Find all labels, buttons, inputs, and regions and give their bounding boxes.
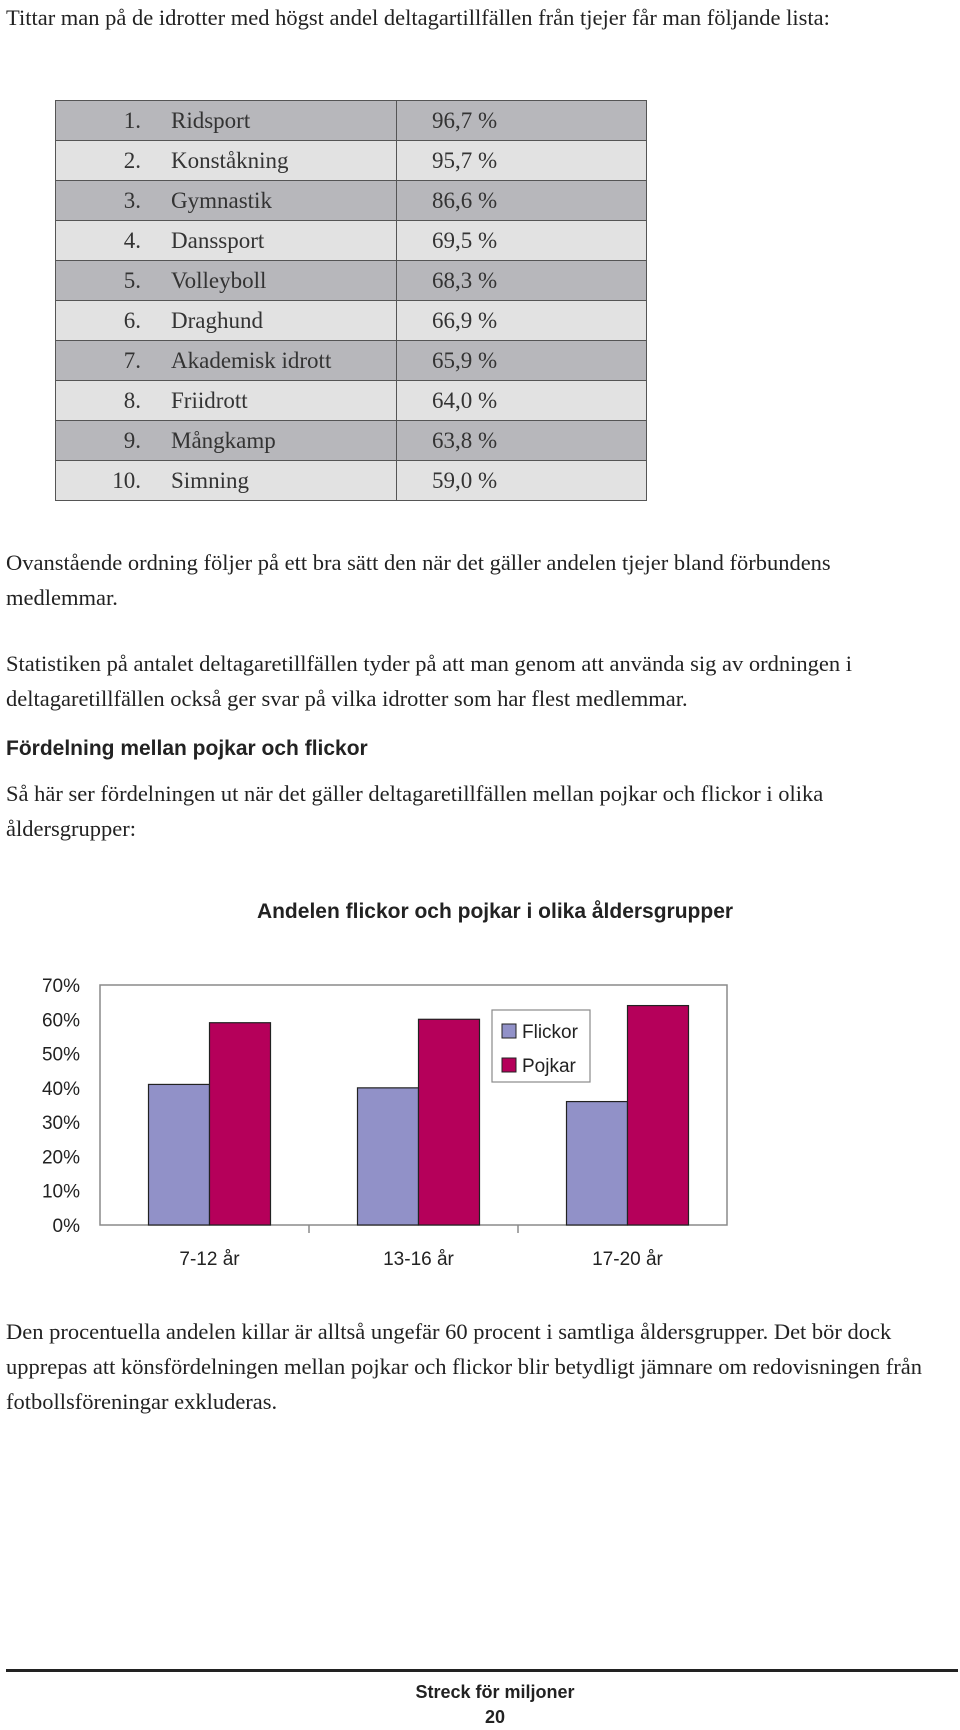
bar-pojkar-0 — [208, 1022, 272, 1226]
share-cell: 63,8 % — [396, 420, 647, 461]
sport-cell: Simning — [151, 460, 397, 501]
table-row: 3. Gymnastik 86,6 % — [55, 180, 647, 221]
bar-pojkar-1 — [417, 1018, 481, 1226]
y-tick-label: 30% — [42, 1113, 80, 1134]
share-cell: 59,0 % — [396, 460, 647, 501]
rank-cell: 10. — [55, 460, 151, 501]
table-row: 8. Friidrott 64,0 % — [55, 380, 647, 421]
y-tick-label: 20% — [42, 1147, 80, 1168]
intro-paragraph: Tittar man på de idrotter med högst ande… — [6, 5, 830, 30]
rank-cell: 4. — [55, 220, 151, 261]
table-row: 10. Simning 59,0 % — [55, 460, 647, 501]
legend-label-flickor: Flickor — [522, 1022, 579, 1043]
paragraph-statistics: Statistiken på antalet deltagaretillfäll… — [6, 651, 852, 711]
sport-cell: Volleyboll — [151, 260, 397, 301]
share-cell: 95,7 % — [396, 140, 647, 181]
rank-cell: 6. — [55, 300, 151, 341]
x-tick-label: 17-20 år — [592, 1249, 663, 1270]
share-cell: 65,9 % — [396, 340, 647, 381]
share-cell: 96,7 % — [396, 100, 647, 141]
x-tick-label: 7-12 år — [179, 1249, 240, 1270]
share-cell: 64,0 % — [396, 380, 647, 421]
rank-cell: 2. — [55, 140, 151, 181]
bar-flickor-2 — [565, 1100, 629, 1226]
rank-cell: 1. — [55, 100, 151, 141]
sport-cell: Friidrott — [151, 380, 397, 421]
y-tick-label: 0% — [53, 1216, 81, 1237]
rank-cell: 7. — [55, 340, 151, 381]
page-number: 20 — [484, 1707, 506, 1727]
legend-swatch-flickor — [501, 1023, 517, 1039]
share-cell: 69,5 % — [396, 220, 647, 261]
share-cell: 68,3 % — [396, 260, 647, 301]
bar-pojkar-2 — [626, 1004, 690, 1226]
table-row: 4. Danssport 69,5 % — [55, 220, 647, 261]
paragraph-distribution: Så här ser fördelningen ut när det gälle… — [6, 781, 824, 841]
sport-cell: Danssport — [151, 220, 397, 261]
x-tick-label: 13-16 år — [383, 1249, 454, 1270]
sport-cell: Draghund — [151, 300, 397, 341]
sport-cell: Akademisk idrott — [151, 340, 397, 381]
bar-chart: 0% 10% 20% 30% 40% 50% 60% 70% 7-12 år 13-16 år 17… — [42, 976, 728, 1270]
bar-flickor-1 — [356, 1087, 420, 1226]
y-tick-label: 50% — [42, 1045, 80, 1066]
sport-cell: Gymnastik — [151, 180, 397, 221]
footer-divider — [6, 1669, 958, 1672]
share-cell: 86,6 % — [396, 180, 647, 221]
bar-flickor-0 — [147, 1083, 211, 1226]
table-row: 9. Mångkamp 63,8 % — [55, 420, 647, 461]
legend-label-pojkar: Pojkar — [522, 1056, 577, 1077]
sport-cell: Ridsport — [151, 100, 397, 141]
share-cell: 66,9 % — [396, 300, 647, 341]
paragraph-conclusion: Den procentuella andelen killar är allts… — [6, 1319, 922, 1414]
paragraph-members: Ovanstående ordning följer på ett bra sä… — [6, 550, 831, 610]
y-tick-label: 40% — [42, 1079, 80, 1100]
table-row: 1. Ridsport 96,7 % — [55, 100, 647, 141]
sport-cell: Konståkning — [151, 140, 397, 181]
ranking-table: 1. Ridsport 96,7 % 2. Konståkning 95,7 % 3. Gym… — [55, 100, 647, 501]
sport-cell: Mångkamp — [151, 420, 397, 461]
footer-title: Streck för miljoner — [415, 1682, 575, 1702]
rank-cell: 5. — [55, 260, 151, 301]
rank-cell: 8. — [55, 380, 151, 421]
rank-cell: 3. — [55, 180, 151, 221]
chart-title: Andelen flickor och pojkar i olika ålder… — [256, 900, 734, 923]
section-heading: Fördelning mellan pojkar och flickor — [6, 737, 368, 760]
table-row: 6. Draghund 66,9 % — [55, 300, 647, 341]
y-tick-label: 60% — [42, 1010, 80, 1031]
y-tick-label: 10% — [42, 1182, 80, 1203]
rank-cell: 9. — [55, 420, 151, 461]
legend-swatch-pojkar — [501, 1057, 517, 1073]
table-row: 2. Konståkning 95,7 % — [55, 140, 647, 181]
table-row: 7. Akademisk idrott 65,9 % — [55, 340, 647, 381]
table-row: 5. Volleyboll 68,3 % — [55, 260, 647, 301]
y-tick-label: 70% — [42, 976, 80, 997]
